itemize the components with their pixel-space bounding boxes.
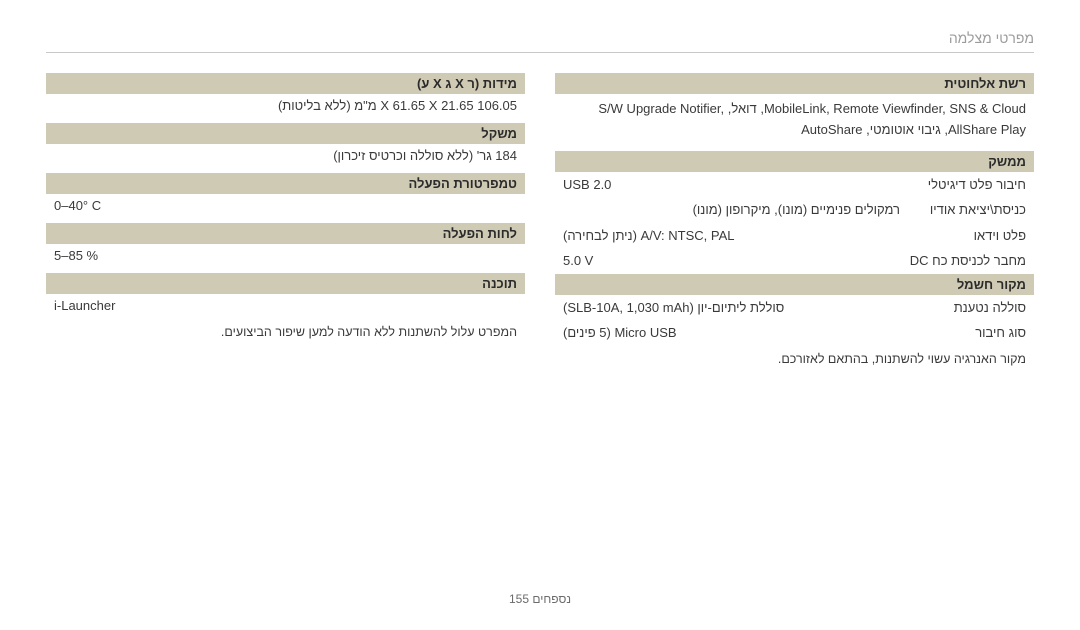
- power-rows: סוללה נטענת סוללת ליתיום-יון (SLB-10A, 1…: [555, 295, 1034, 346]
- page-footer: נספחים 155: [0, 592, 1080, 606]
- interface-rows: חיבור פלט דיגיטלי USB 2.0 כניסת\יציאת או…: [555, 172, 1034, 274]
- interface-row: חיבור פלט דיגיטלי USB 2.0: [555, 172, 1034, 197]
- right-column: רשת אלחוטית MobileLink, Remote Viewfinde…: [555, 73, 1034, 366]
- power-value: סוללת ליתיום-יון (SLB-10A, 1,030 mAh): [563, 297, 900, 318]
- section-header-interface: ממשק: [555, 151, 1034, 172]
- interface-value: USB 2.0: [563, 174, 900, 195]
- software-note: המפרט עלול להשתנות ללא הודעה למען שיפור …: [46, 323, 525, 339]
- op-temp-value: 0–40° C: [46, 194, 525, 223]
- software-value: i-Launcher: [46, 294, 525, 323]
- section-header-op-humid: לחות הפעלה: [46, 223, 525, 244]
- interface-value: 5.0 V: [563, 250, 900, 271]
- horizontal-rule: [46, 52, 1034, 53]
- page-title: מפרטי מצלמה: [46, 30, 1034, 46]
- section-header-weight: משקל: [46, 123, 525, 144]
- section-header-op-temp: טמפרטורת הפעלה: [46, 173, 525, 194]
- dimensions-value: 106.05 X 61.65 X 21.65 מ"מ (ללא בליטות): [46, 94, 525, 123]
- interface-label: פלט וידאו: [900, 225, 1026, 246]
- op-humid-value: 5–85 %: [46, 244, 525, 273]
- interface-label: חיבור פלט דיגיטלי: [900, 174, 1026, 195]
- section-header-software: תוכנה: [46, 273, 525, 294]
- power-note: מקור האנרגיה עשוי להשתנות, בהתאם לאזורכם…: [555, 346, 1034, 366]
- interface-value: A/V: NTSC, PAL (ניתן לבחירה): [563, 225, 900, 246]
- power-value: Micro USB (5 פינים): [563, 322, 900, 343]
- power-label: סוג חיבור: [900, 322, 1026, 343]
- power-label: סוללה נטענת: [900, 297, 1026, 318]
- left-column: מידות (ר X ג X ע) 106.05 X 61.65 X 21.65…: [46, 73, 525, 366]
- power-row: סוללה נטענת סוללת ליתיום-יון (SLB-10A, 1…: [555, 295, 1034, 320]
- section-header-power: מקור חשמל: [555, 274, 1034, 295]
- section-header-dimensions: מידות (ר X ג X ע): [46, 73, 525, 94]
- columns: רשת אלחוטית MobileLink, Remote Viewfinde…: [46, 73, 1034, 366]
- weight-value: 184 גר' (ללא סוללה וכרטיס זיכרון): [46, 144, 525, 173]
- interface-row: מחבר לכניסת כח DC 5.0 V: [555, 248, 1034, 273]
- interface-row: כניסת\יציאת אודיו רמקולים פנימיים (מונו)…: [555, 197, 1034, 222]
- power-row: סוג חיבור Micro USB (5 פינים): [555, 320, 1034, 345]
- section-header-wireless: רשת אלחוטית: [555, 73, 1034, 94]
- interface-value: רמקולים פנימיים (מונו), מיקרופון (מונו): [563, 199, 900, 220]
- interface-label: מחבר לכניסת כח DC: [900, 250, 1026, 271]
- interface-label: כניסת\יציאת אודיו: [900, 199, 1026, 220]
- interface-row: פלט וידאו A/V: NTSC, PAL (ניתן לבחירה): [555, 223, 1034, 248]
- wireless-content: MobileLink, Remote Viewfinder, SNS & Clo…: [555, 94, 1034, 151]
